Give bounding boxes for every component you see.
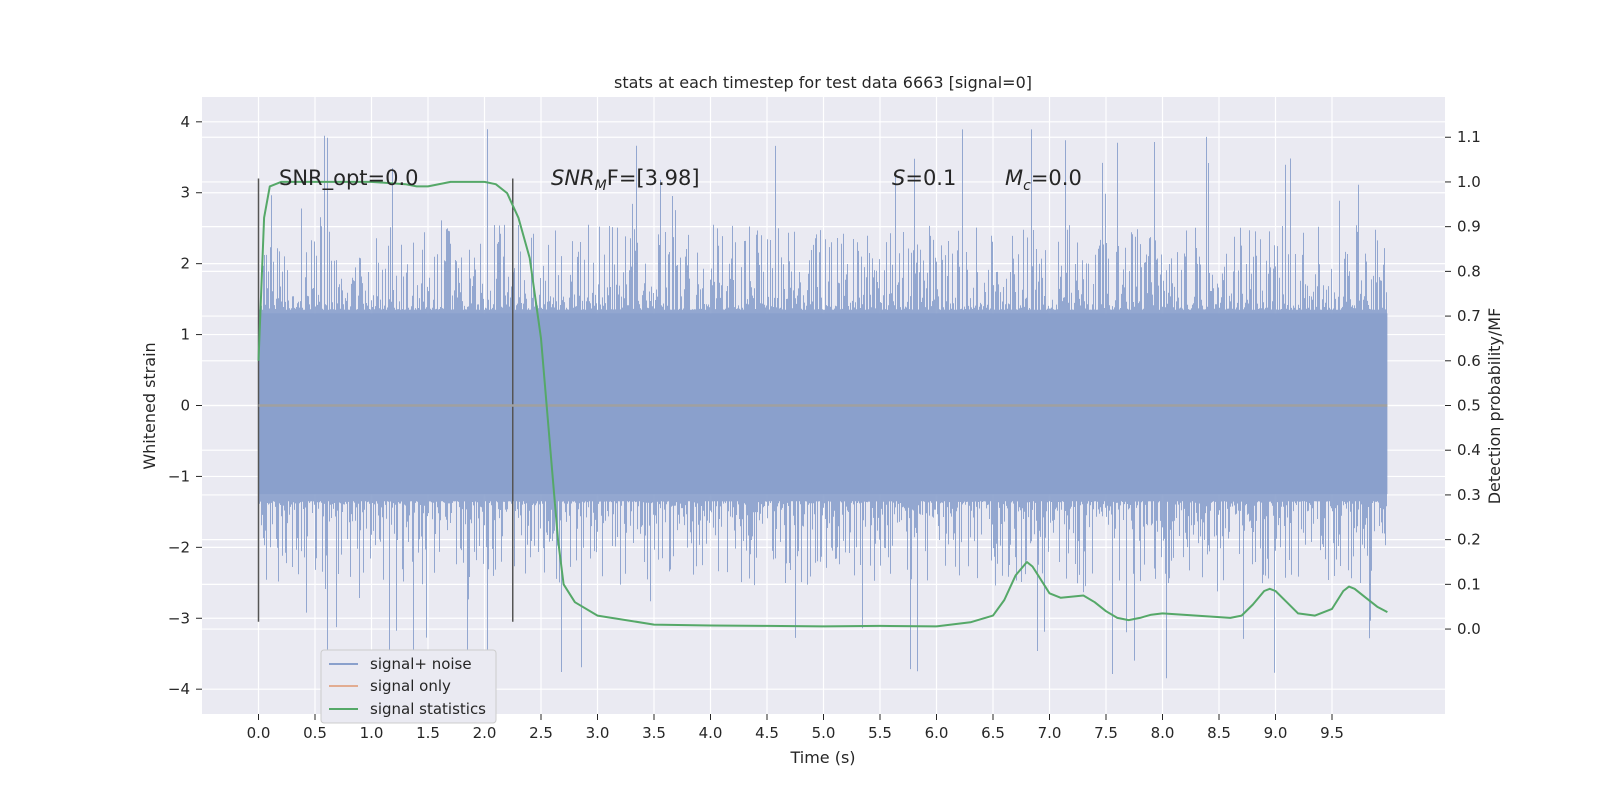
y-tick-label: 0	[180, 397, 190, 415]
y-axis-label: Whitened strain	[140, 342, 159, 469]
y2-tick-label: 0.4	[1457, 441, 1481, 459]
legend-label-signal-only: signal only	[370, 677, 451, 695]
x-tick-label: 2.0	[473, 724, 497, 742]
snr-mf-rest: F=[3.98]	[607, 166, 700, 190]
x-tick-label: 6.0	[925, 724, 949, 742]
x-tick-label: 9.0	[1264, 724, 1288, 742]
y-tick-label: 1	[180, 326, 190, 344]
chart-title: stats at each timestep for test data 666…	[614, 73, 1032, 92]
y2-tick-label: 0.5	[1457, 397, 1481, 415]
y-tick-label: −1	[168, 467, 190, 485]
x-tick-label: 4.0	[699, 724, 723, 742]
y2-tick-label: 0.9	[1457, 218, 1481, 236]
x-tick-label: 0.0	[247, 724, 271, 742]
x-tick-label: 7.5	[1094, 724, 1118, 742]
y-tick-label: −3	[168, 609, 190, 627]
x-tick-label: 0.5	[303, 724, 327, 742]
x-tick-label: 2.5	[529, 724, 553, 742]
legend-label-noise: signal+ noise	[370, 655, 472, 673]
x-tick-label: 8.0	[1151, 724, 1175, 742]
x-tick-label: 3.0	[586, 724, 610, 742]
annotation-mc: Mc=0.0	[1005, 166, 1082, 194]
y-tick-label: −4	[168, 680, 190, 698]
x-tick-label: 3.5	[642, 724, 666, 742]
y-tick-label: 4	[180, 113, 190, 131]
y-tick-label: −2	[168, 538, 190, 556]
y2-axis-label: Detection probability/MF	[1485, 308, 1504, 505]
x-tick-label: 7.0	[1038, 724, 1062, 742]
y2-tick-label: 0.6	[1457, 352, 1481, 370]
mc-rest: =0.0	[1031, 166, 1082, 190]
s-rest: =0.1	[905, 166, 956, 190]
x-tick-label: 5.5	[868, 724, 892, 742]
annotation-s: S=0.1	[892, 166, 956, 190]
y2-tick-label: 0.1	[1457, 575, 1481, 593]
legend: signal+ noise signal only signal statist…	[321, 650, 496, 723]
y-tick-label: 2	[180, 255, 190, 273]
x-tick-label: 5.0	[812, 724, 836, 742]
y2-tick-label: 0.8	[1457, 262, 1481, 280]
y2-tick-label: 1.1	[1457, 128, 1481, 146]
mc-label: M	[1005, 166, 1023, 190]
snr-mf-label: SNR	[551, 166, 595, 190]
s-label: S	[892, 166, 905, 190]
annotation-snr-opt: SNR_opt=0.0	[279, 166, 419, 191]
y2-tick-label: 0.7	[1457, 307, 1481, 325]
x-tick-label: 4.5	[755, 724, 779, 742]
y2-tick-label: 0.3	[1457, 486, 1481, 504]
annotation-snr-mf: SNRMF=[3.98]	[551, 166, 700, 194]
x-tick-label: 6.5	[981, 724, 1005, 742]
x-tick-label: 8.5	[1207, 724, 1231, 742]
y2-tick-label: 1.0	[1457, 173, 1481, 191]
y2-tick-label: 0.2	[1457, 531, 1481, 549]
legend-label-statistics: signal statistics	[370, 700, 486, 718]
y2-tick-label: 0.0	[1457, 620, 1481, 638]
x-tick-label: 9.5	[1320, 724, 1344, 742]
x-tick-label: 1.5	[416, 724, 440, 742]
x-axis-label: Time (s)	[789, 748, 855, 767]
x-tick-label: 1.0	[360, 724, 384, 742]
y-tick-label: 3	[180, 184, 190, 202]
snr-mf-sub: M	[595, 178, 607, 194]
